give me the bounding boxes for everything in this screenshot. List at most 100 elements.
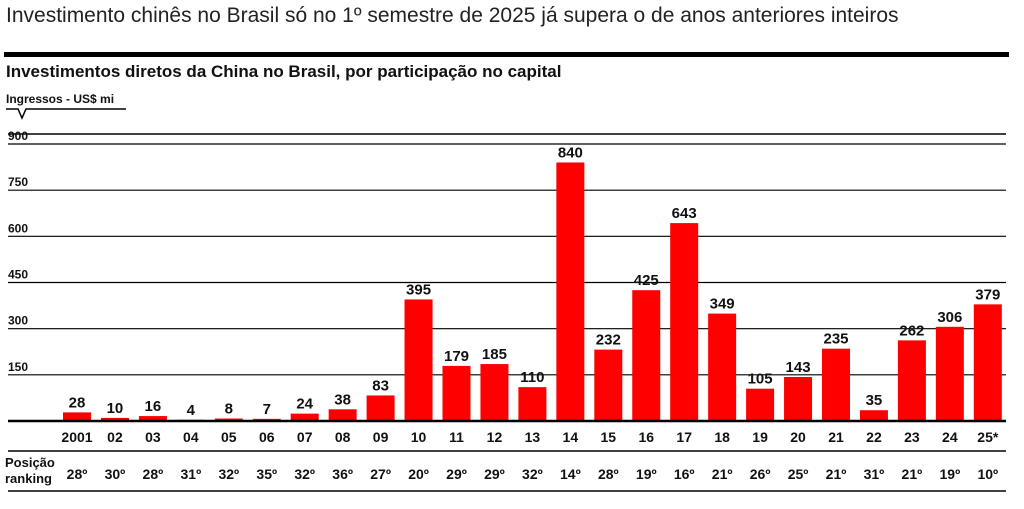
ranking-value: 19º — [940, 466, 961, 482]
data-label: 143 — [786, 359, 811, 376]
x-tick-label: 08 — [335, 429, 351, 445]
ranking-value: 16º — [674, 466, 695, 482]
y-axis-unit-label: Ingressos - US$ mi — [6, 92, 115, 106]
ranking-value: 28º — [143, 466, 164, 482]
x-tick-label: 19 — [752, 429, 768, 445]
bar — [784, 376, 813, 421]
data-label: 179 — [444, 348, 469, 365]
bar — [670, 223, 699, 421]
x-tick-label: 25* — [977, 429, 999, 445]
ranking-value: 31º — [864, 466, 885, 482]
y-tick-label: 450 — [8, 268, 28, 282]
bar — [290, 413, 319, 421]
bar — [518, 387, 547, 421]
x-tick-label: 10 — [411, 429, 427, 445]
x-tick-label: 23 — [904, 429, 920, 445]
headline: Investimento chinês no Brasil só no 1º s… — [6, 4, 899, 27]
ranking-value: 27º — [370, 466, 391, 482]
data-label: 306 — [937, 309, 962, 326]
bar — [442, 365, 471, 421]
ranking-value: 30º — [105, 466, 126, 482]
data-label: 38 — [334, 391, 351, 408]
data-label: 185 — [482, 346, 507, 363]
data-label: 349 — [710, 296, 735, 313]
y-tick-label: 150 — [8, 360, 28, 374]
chart-title: Investimentos diretos da China no Brasil… — [6, 62, 562, 81]
bar — [366, 395, 395, 421]
data-label: 24 — [296, 396, 313, 413]
y-tick-label: 900 — [8, 129, 28, 143]
ranking-label-line2: ranking — [5, 471, 52, 486]
bar — [632, 290, 661, 421]
bar — [897, 340, 926, 421]
bar — [556, 162, 585, 421]
x-tick-label: 14 — [563, 429, 579, 445]
y-tick-label: 300 — [8, 314, 28, 328]
data-label: 379 — [975, 286, 1000, 303]
data-label: 105 — [748, 371, 773, 388]
data-label: 10 — [107, 400, 124, 417]
y-tick-label: 600 — [8, 221, 28, 235]
bar — [859, 410, 888, 421]
ranking-value: 10º — [977, 466, 998, 482]
data-label: 16 — [145, 398, 162, 415]
unit-label-bracket — [6, 108, 126, 120]
ranking-value: 32º — [294, 466, 315, 482]
data-label: 110 — [520, 369, 544, 386]
x-tick-label: 15 — [601, 429, 617, 445]
data-label: 35 — [866, 392, 883, 409]
data-label: 840 — [558, 144, 583, 161]
data-label: 643 — [672, 205, 697, 222]
bar — [746, 388, 775, 421]
data-label: 395 — [406, 281, 431, 298]
data-label: 8 — [225, 401, 233, 418]
x-tick-label: 12 — [487, 429, 503, 445]
bar — [822, 348, 850, 421]
ranking-value: 19º — [636, 466, 657, 482]
header-divider — [4, 52, 1009, 57]
x-tick-label: 13 — [525, 429, 541, 445]
data-label: 232 — [596, 332, 621, 349]
bar — [935, 326, 964, 421]
x-tick-label: 02 — [107, 429, 123, 445]
x-tick-label: 2001 — [61, 429, 92, 445]
ranking-value: 32º — [522, 466, 543, 482]
x-tick-label: 20 — [790, 429, 806, 445]
bar — [708, 313, 737, 421]
data-label: 4 — [187, 402, 196, 419]
x-tick-label: 22 — [866, 429, 882, 445]
ranking-value: 25º — [788, 466, 809, 482]
ranking-value: 36º — [332, 466, 353, 482]
data-label: 83 — [372, 377, 389, 394]
x-tick-label: 21 — [828, 429, 844, 445]
ranking-label-line1: Posição — [5, 455, 55, 470]
ranking-value: 35º — [256, 466, 277, 482]
bar — [328, 409, 357, 421]
x-tick-label: 07 — [297, 429, 313, 445]
x-tick-label: 24 — [942, 429, 958, 445]
ranking-value: 21º — [712, 466, 733, 482]
bar — [973, 304, 1002, 421]
x-tick-label: 18 — [714, 429, 730, 445]
x-tick-label: 16 — [638, 429, 654, 445]
ranking-value: 31º — [181, 466, 202, 482]
x-tick-label: 05 — [221, 429, 237, 445]
data-label: 262 — [899, 322, 924, 339]
data-label: 7 — [263, 401, 271, 418]
bar — [404, 299, 433, 421]
bar — [100, 417, 129, 421]
bar — [138, 416, 167, 421]
data-label: 28 — [69, 394, 86, 411]
bar — [480, 364, 509, 421]
bar — [63, 412, 91, 421]
y-tick-label: 750 — [8, 175, 28, 189]
ranking-value: 32º — [218, 466, 239, 482]
data-label: 425 — [634, 272, 659, 289]
x-tick-label: 09 — [373, 429, 389, 445]
ranking-value: 26º — [750, 466, 771, 482]
data-label: 235 — [823, 331, 848, 348]
ranking-value: 21º — [826, 466, 847, 482]
bar — [594, 349, 623, 421]
ranking-value: 28º — [598, 466, 619, 482]
